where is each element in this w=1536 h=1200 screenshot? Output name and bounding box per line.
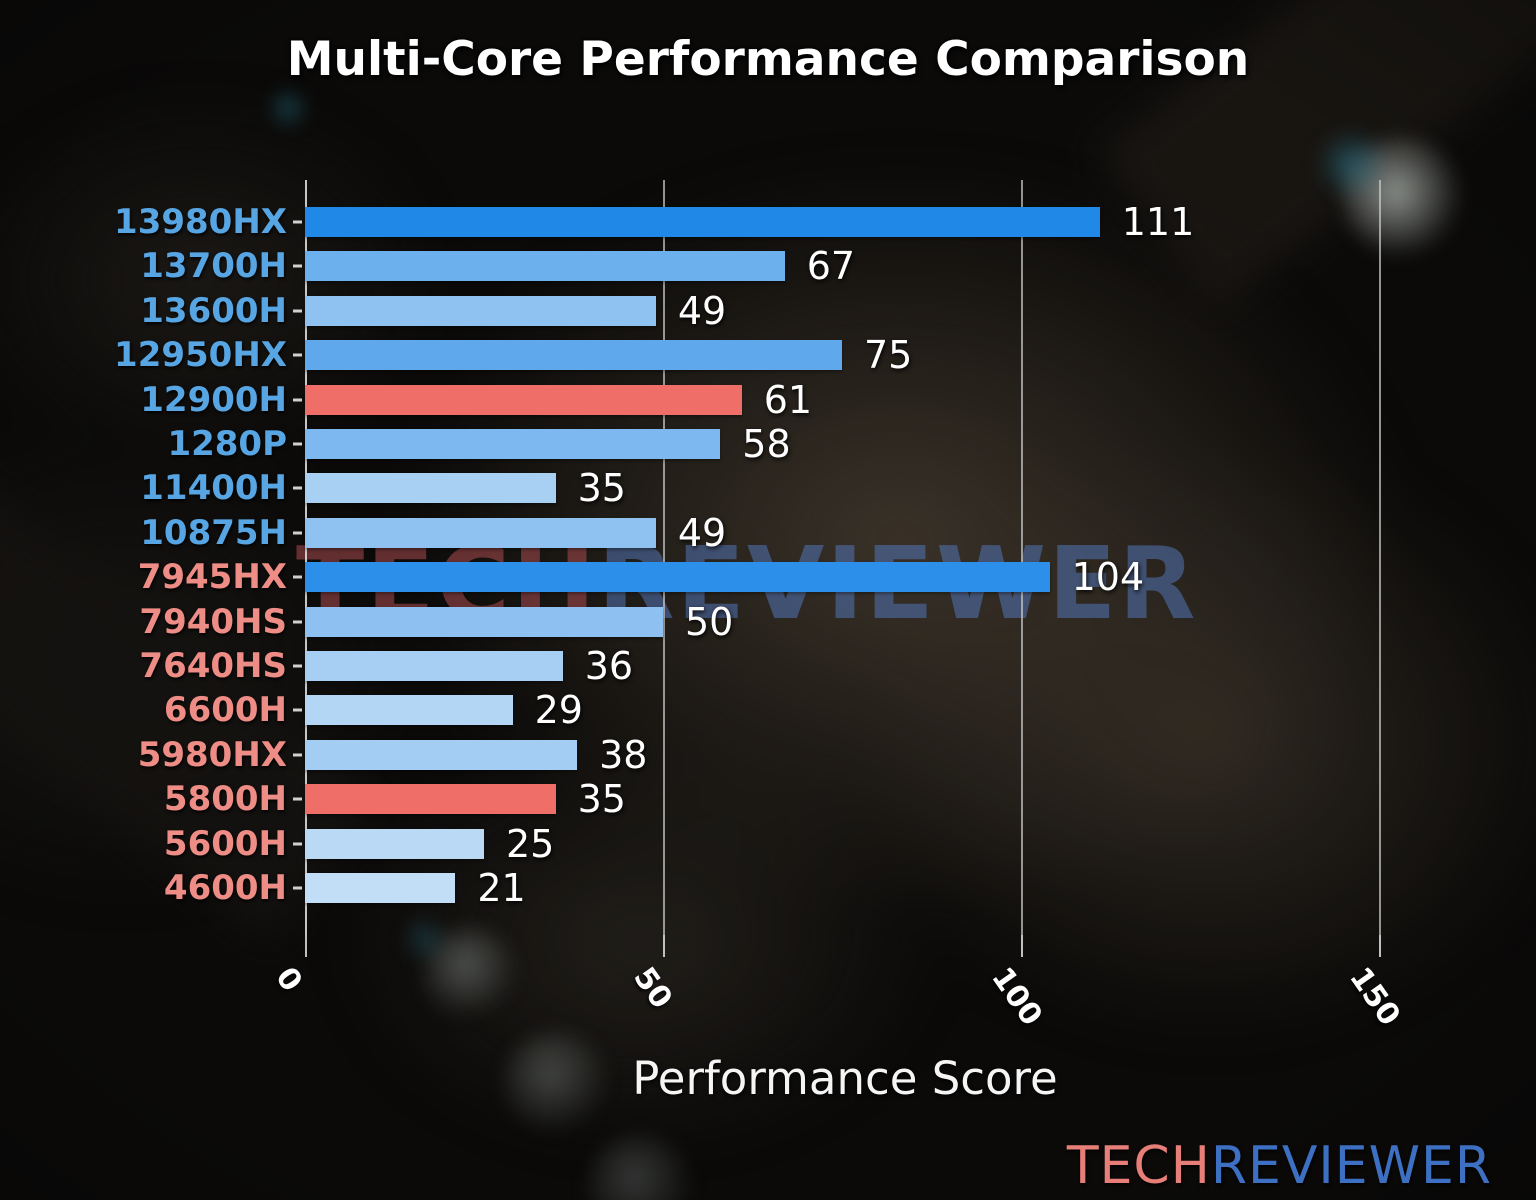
- y-tick-mark: [293, 753, 302, 757]
- value-label: 58: [742, 421, 791, 466]
- gridline: [663, 180, 665, 935]
- brand-logo-reviewer: REVIEWER: [1210, 1136, 1492, 1196]
- bar-row: 13600H 49: [140, 288, 1463, 333]
- category-label: 7640HS: [139, 645, 287, 686]
- gridline: [1379, 180, 1381, 935]
- bar: [305, 428, 721, 459]
- bar: [305, 784, 556, 815]
- y-axis-spine: [305, 180, 307, 935]
- value-label: 49: [677, 510, 727, 555]
- bar-row: 5600H 25: [164, 821, 1463, 866]
- y-tick-mark: [293, 398, 302, 402]
- y-tick-mark: [293, 620, 302, 624]
- bar: [305, 739, 578, 770]
- y-tick-mark: [293, 264, 302, 268]
- value-label: 29: [534, 688, 583, 733]
- bar: [305, 473, 556, 504]
- y-tick-mark: [293, 486, 302, 490]
- bar-row: 11400H 35: [140, 466, 1463, 511]
- value-label: 49: [677, 288, 727, 333]
- bar-row: 7640HS 36: [139, 643, 1463, 688]
- category-label: 10875H: [140, 512, 287, 553]
- value-label: 111: [1121, 199, 1195, 244]
- bar-row: 1280P 58: [167, 421, 1463, 466]
- value-label: 21: [477, 865, 526, 910]
- value-label: 50: [685, 599, 734, 644]
- category-label: 6600H: [163, 690, 287, 731]
- bar: [305, 650, 563, 681]
- bar-row: 13700H 67: [140, 244, 1463, 289]
- bar-row: 12950HX 75: [114, 333, 1463, 378]
- bar: [305, 251, 785, 282]
- value-label: 38: [599, 732, 648, 777]
- value-label: 35: [577, 466, 626, 511]
- y-tick-mark: [293, 842, 302, 846]
- brand-logo: TECHREVIEWER: [1067, 1140, 1492, 1192]
- x-tick-mark: [663, 935, 665, 957]
- category-label: 5600H: [163, 823, 287, 864]
- y-tick-mark: [293, 309, 302, 313]
- x-tick-mark: [1021, 935, 1023, 957]
- category-label: 12900H: [140, 379, 287, 420]
- bar-row: 7945HX 104: [138, 555, 1463, 600]
- value-label: 35: [577, 777, 626, 822]
- bar-row: 6600H 29: [164, 688, 1463, 733]
- y-tick-mark: [293, 442, 302, 446]
- bar: [305, 872, 456, 903]
- category-label: 7940HS: [139, 601, 287, 642]
- value-label: 75: [864, 333, 913, 378]
- bar: [305, 562, 1050, 593]
- category-label: 12950HX: [114, 335, 287, 376]
- bar: [305, 828, 484, 859]
- y-tick-mark: [293, 353, 302, 357]
- value-label: 25: [506, 821, 555, 866]
- y-tick-mark: [293, 220, 302, 224]
- y-tick-mark: [293, 886, 302, 890]
- category-label: 1280P: [167, 423, 287, 464]
- category-label: 5800H: [163, 779, 287, 820]
- bar-row: 5800H 35: [164, 777, 1463, 822]
- bar: [305, 384, 742, 415]
- category-label: 7945HX: [137, 557, 287, 598]
- category-label: 4600H: [163, 867, 287, 908]
- plot-area: 0 50 100 150 13980HX 111 13700H 67 13600H 49 12950…: [114, 180, 1463, 1032]
- y-tick-mark: [293, 664, 302, 668]
- bar-row: 4600H 21: [164, 865, 1463, 910]
- category-label: 13600H: [140, 290, 287, 331]
- bar: [305, 695, 513, 726]
- y-tick-mark: [293, 575, 302, 579]
- chart-title: Multi-Core Performance Comparison: [286, 32, 1250, 87]
- bar-row: 5980HX 38: [138, 732, 1463, 777]
- y-tick-mark: [293, 708, 302, 712]
- category-label: 11400H: [140, 468, 287, 509]
- x-tick-mark: [305, 935, 307, 957]
- bar: [305, 295, 656, 326]
- x-tick-mark: [1379, 935, 1381, 957]
- value-label: 36: [584, 643, 634, 688]
- y-tick-mark: [293, 797, 302, 801]
- y-tick-mark: [293, 531, 302, 535]
- bar-row: 7940HS 50: [139, 599, 1463, 644]
- bar: [305, 206, 1100, 237]
- category-label: 5980HX: [137, 734, 287, 775]
- value-label: 61: [763, 377, 813, 422]
- bar-row: 10875H 49: [140, 510, 1463, 555]
- category-label: 13980HX: [114, 201, 287, 242]
- category-label: 13700H: [140, 246, 287, 287]
- value-label: 104: [1071, 555, 1145, 600]
- bar: [305, 340, 842, 371]
- bar-row: 13980HX 111: [114, 199, 1463, 244]
- gridline: [1021, 180, 1023, 935]
- value-label: 67: [806, 244, 856, 289]
- bar: [305, 517, 656, 548]
- x-axis-label: Performance Score: [632, 1052, 1058, 1105]
- bar-row: 12900H 61: [140, 377, 1463, 422]
- bar: [305, 606, 663, 637]
- brand-logo-tech: TECH: [1066, 1136, 1211, 1196]
